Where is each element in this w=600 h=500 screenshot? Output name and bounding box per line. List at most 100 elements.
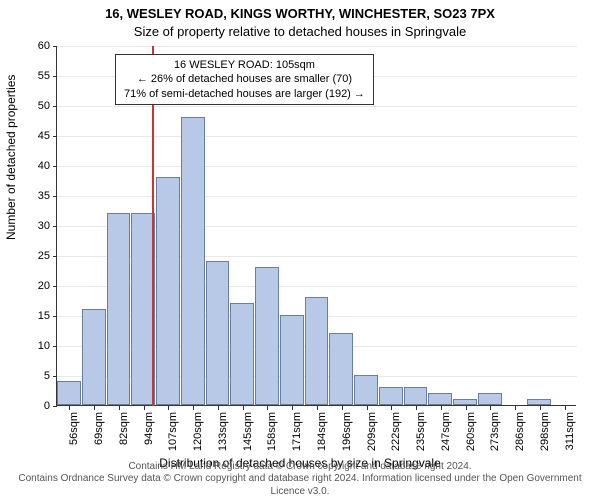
histogram-bar [329,333,353,405]
y-tick-label: 15 [30,310,50,322]
y-tick-label: 55 [30,70,50,82]
plot-area: 16 WESLEY ROAD: 105sqm ← 26% of detached … [56,46,576,406]
y-tick-label: 50 [30,100,50,112]
x-tick-mark [218,406,219,410]
x-tick-label: 222sqm [390,412,402,452]
y-tick-label: 60 [30,40,50,52]
x-tick-label: 120sqm [192,412,204,452]
y-tick-label: 0 [30,400,50,412]
histogram-bar [107,213,131,405]
chart-container: 16, WESLEY ROAD, KINGS WORTHY, WINCHESTE… [0,0,600,500]
histogram-bar [453,399,477,405]
x-tick-label: 94sqm [143,412,155,452]
x-tick-mark [367,406,368,410]
x-tick-mark [391,406,392,410]
y-tick-mark [53,316,57,317]
y-tick-label: 25 [30,250,50,262]
histogram-bar [478,393,502,405]
histogram-bar [404,387,428,405]
y-tick-label: 5 [30,370,50,382]
y-tick-mark [53,226,57,227]
title-main: 16, WESLEY ROAD, KINGS WORTHY, WINCHESTE… [0,6,600,21]
x-tick-label: 158sqm [266,412,278,452]
y-tick-mark [53,256,57,257]
x-tick-mark [515,406,516,410]
histogram-bar [305,297,329,405]
histogram-bar [280,315,304,405]
y-tick-label: 35 [30,190,50,202]
x-tick-mark [317,406,318,410]
gridline [57,106,577,107]
x-tick-mark [267,406,268,410]
histogram-bar [255,267,279,405]
y-tick-mark [53,376,57,377]
x-tick-mark [292,406,293,410]
histogram-bar [181,117,205,405]
y-tick-mark [53,286,57,287]
x-tick-label: 171sqm [291,412,303,452]
y-tick-mark [53,106,57,107]
x-tick-label: 82sqm [118,412,130,452]
histogram-bar [379,387,403,405]
gridline [57,136,577,137]
x-tick-mark [342,406,343,410]
y-tick-mark [53,46,57,47]
x-tick-mark [540,406,541,410]
x-tick-label: 286sqm [514,412,526,452]
histogram-bar [230,303,254,405]
gridline [57,196,577,197]
x-tick-mark [119,406,120,410]
y-tick-mark [53,166,57,167]
x-tick-label: 107sqm [167,412,179,452]
x-tick-label: 133sqm [217,412,229,452]
x-tick-mark [94,406,95,410]
copyright-line2: Contains Ordnance Survey data © Crown co… [18,473,581,497]
x-tick-label: 145sqm [242,412,254,452]
histogram-bar [354,375,378,405]
x-tick-mark [193,406,194,410]
annotation-line2: ← 26% of detached houses are smaller (70… [137,73,352,85]
y-tick-mark [53,196,57,197]
x-tick-label: 247sqm [440,412,452,452]
x-tick-mark [416,406,417,410]
y-tick-label: 45 [30,130,50,142]
x-tick-label: 311sqm [564,412,576,452]
x-tick-label: 298sqm [539,412,551,452]
y-tick-label: 40 [30,160,50,172]
x-tick-mark [144,406,145,410]
histogram-bar [527,399,551,405]
x-tick-label: 196sqm [341,412,353,452]
y-tick-mark [53,346,57,347]
x-tick-label: 184sqm [316,412,328,452]
histogram-bar [57,381,81,405]
annotation-box: 16 WESLEY ROAD: 105sqm ← 26% of detached … [115,54,374,105]
histogram-bar [206,261,230,405]
y-tick-label: 20 [30,280,50,292]
x-tick-mark [168,406,169,410]
y-tick-mark [53,406,57,407]
x-tick-label: 235sqm [415,412,427,452]
annotation-line1: 16 WESLEY ROAD: 105sqm [174,59,315,71]
x-tick-mark [565,406,566,410]
gridline [57,46,577,47]
x-tick-mark [490,406,491,410]
y-tick-label: 30 [30,220,50,232]
x-tick-label: 260sqm [465,412,477,452]
y-axis-label: Number of detached properties [4,75,18,240]
y-tick-label: 10 [30,340,50,352]
x-tick-label: 56sqm [68,412,80,452]
histogram-bar [428,393,452,405]
histogram-bar [82,309,106,405]
histogram-bar [156,177,180,405]
title-sub: Size of property relative to detached ho… [0,24,600,39]
annotation-line3: 71% of semi-detached houses are larger (… [124,88,365,100]
x-tick-mark [69,406,70,410]
x-tick-label: 273sqm [489,412,501,452]
y-tick-mark [53,136,57,137]
x-tick-mark [441,406,442,410]
copyright-line1: Contains HM Land Registry data © Crown c… [128,461,471,472]
x-tick-label: 209sqm [366,412,378,452]
y-tick-mark [53,76,57,77]
x-tick-mark [466,406,467,410]
x-tick-label: 69sqm [93,412,105,452]
